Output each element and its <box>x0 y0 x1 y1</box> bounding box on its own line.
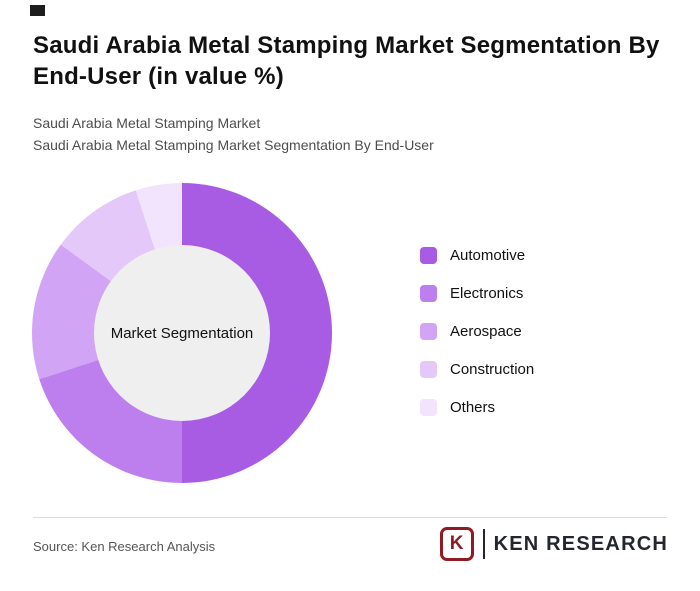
legend-label-construction: Construction <box>450 361 535 378</box>
ken-research-emblem-icon: K <box>439 527 474 561</box>
legend-item-others: Others <box>420 399 534 416</box>
chart-subtitles: Saudi Arabia Metal Stamping Market Saudi… <box>33 112 434 156</box>
legend-swatch-electronics <box>420 285 437 302</box>
legend-item-construction: Construction <box>420 361 534 378</box>
page-title: Saudi Arabia Metal Stamping Market Segme… <box>33 30 660 92</box>
legend-item-aerospace: Aerospace <box>420 323 534 340</box>
source-note: Source: Ken Research Analysis <box>33 539 216 554</box>
legend-swatch-aerospace <box>420 323 437 340</box>
legend-swatch-construction <box>420 361 437 378</box>
ken-research-logo: K KEN RESEARCH <box>439 527 668 561</box>
donut-hole: Market Segmentation <box>94 245 270 421</box>
chart-legend: Automotive Electronics Aerospace Constru… <box>420 247 534 437</box>
page-title-line-1: Saudi Arabia Metal Stamping Market Segme… <box>33 32 660 59</box>
legend-label-electronics: Electronics <box>450 285 524 302</box>
subtitle-line-1: Saudi Arabia Metal Stamping Market <box>33 115 261 131</box>
legend-swatch-others <box>420 399 437 416</box>
legend-item-automotive: Automotive <box>420 247 534 264</box>
legend-swatch-automotive <box>420 247 437 264</box>
corner-marker <box>30 5 45 16</box>
donut-center-label: Market Segmentation <box>110 324 254 342</box>
logo-divider <box>482 529 485 559</box>
legend-label-aerospace: Aerospace <box>450 323 522 340</box>
legend-label-automotive: Automotive <box>450 247 526 264</box>
footer-divider <box>33 517 667 518</box>
legend-item-electronics: Electronics <box>420 285 534 302</box>
subtitle-line-2: Saudi Arabia Metal Stamping Market Segme… <box>33 137 434 153</box>
logo-text: KEN RESEARCH <box>493 532 668 555</box>
page-title-line-2: End-User (in value %) <box>33 63 284 90</box>
donut-chart: Market Segmentation <box>32 183 332 483</box>
legend-label-others: Others <box>450 399 496 416</box>
